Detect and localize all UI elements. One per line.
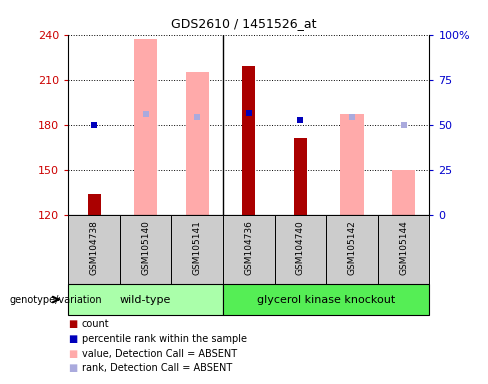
Bar: [341, 114, 364, 215]
Bar: [186, 72, 209, 215]
Text: glycerol kinase knockout: glycerol kinase knockout: [257, 295, 395, 305]
Text: GDS2610 / 1451526_at: GDS2610 / 1451526_at: [171, 17, 317, 30]
Bar: [223, 215, 275, 284]
Text: GSM105140: GSM105140: [141, 220, 150, 275]
Text: ■: ■: [68, 334, 78, 344]
Bar: [392, 170, 415, 215]
Bar: [326, 215, 378, 284]
Text: GSM105144: GSM105144: [399, 220, 408, 275]
Text: rank, Detection Call = ABSENT: rank, Detection Call = ABSENT: [82, 363, 232, 373]
Bar: [88, 194, 101, 215]
Text: GSM104736: GSM104736: [244, 220, 253, 275]
Bar: [275, 215, 326, 284]
Text: GSM104738: GSM104738: [90, 220, 99, 275]
Text: ■: ■: [68, 349, 78, 359]
Text: ■: ■: [68, 363, 78, 373]
Text: value, Detection Call = ABSENT: value, Detection Call = ABSENT: [82, 349, 237, 359]
Text: genotype/variation: genotype/variation: [10, 295, 102, 305]
Text: wild-type: wild-type: [120, 295, 171, 305]
Bar: [294, 138, 307, 215]
Text: ■: ■: [68, 319, 78, 329]
Text: percentile rank within the sample: percentile rank within the sample: [82, 334, 247, 344]
Text: GSM105141: GSM105141: [193, 220, 202, 275]
Bar: [223, 284, 429, 315]
Bar: [134, 39, 157, 215]
Bar: [378, 215, 429, 284]
Bar: [68, 215, 120, 284]
Bar: [120, 215, 171, 284]
Text: GSM104740: GSM104740: [296, 220, 305, 275]
Bar: [68, 284, 223, 315]
Text: GSM105142: GSM105142: [347, 220, 357, 275]
Bar: [243, 66, 255, 215]
Bar: [171, 215, 223, 284]
Text: count: count: [82, 319, 110, 329]
